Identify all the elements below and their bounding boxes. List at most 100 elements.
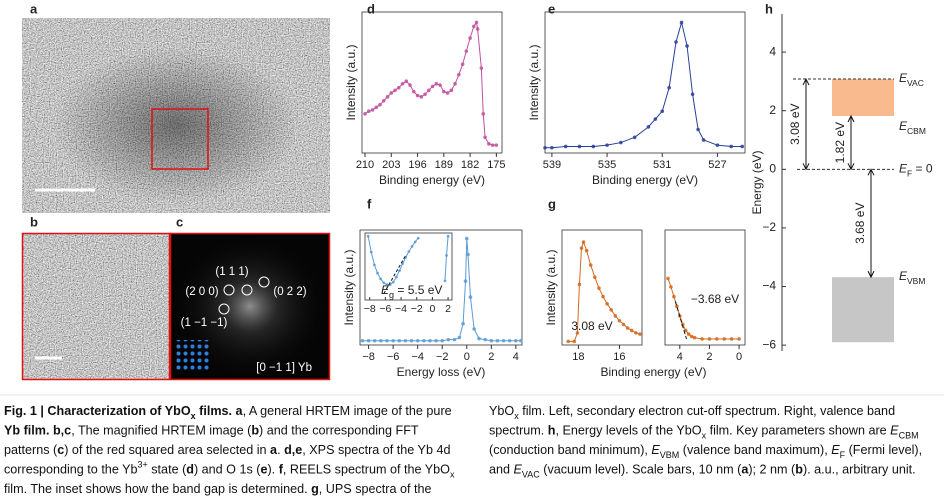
- data-point: [369, 250, 373, 254]
- data-point: [700, 337, 704, 341]
- x-tick-label: 535: [598, 159, 616, 171]
- y-axis-label: Energy (eV): [750, 150, 764, 214]
- data-point: [686, 332, 691, 336]
- data-point: [468, 295, 473, 299]
- caption-run: F: [840, 450, 846, 460]
- data-point: [391, 280, 395, 284]
- band: [832, 79, 894, 116]
- data-point: [601, 294, 605, 299]
- label-sub: g: [389, 290, 394, 300]
- y-axis-label: Intensity (a.u.): [342, 249, 356, 325]
- data-point: [385, 283, 389, 287]
- caption-run: (valence band maximum),: [679, 443, 831, 457]
- data-point: [379, 277, 383, 281]
- gap-label: 1.82 eV: [833, 122, 847, 163]
- panel-a-image: [22, 18, 330, 213]
- x-axis-label: Binding energy (eV): [379, 173, 485, 187]
- x-tick-label: 182: [461, 159, 479, 171]
- y-tick-label: −6: [762, 337, 776, 351]
- caption-run: Fig. 1 | Characterization of YbO: [4, 404, 191, 418]
- data-point: [579, 246, 584, 250]
- data-point: [423, 92, 427, 97]
- plot-frame: [544, 11, 746, 154]
- panel-label: b: [30, 214, 38, 229]
- data-point: [366, 109, 371, 114]
- annotation: 3.08 eV: [571, 319, 612, 333]
- inset-x-tick-label: 2: [445, 303, 451, 315]
- data-point: [507, 338, 512, 343]
- data-point: [715, 337, 719, 341]
- inset-x-tick-label: −2: [411, 303, 423, 315]
- data-point: [445, 253, 448, 257]
- data-point: [463, 279, 468, 283]
- caption-run: and: [489, 463, 514, 477]
- x-tick-label: 196: [408, 159, 426, 171]
- level-label: EVAC: [899, 71, 924, 88]
- plot-frame: [664, 229, 746, 346]
- data-point: [397, 338, 402, 343]
- label-rest: = 5.5 eV: [394, 283, 442, 297]
- caption-run: (conduction band minimum),: [489, 443, 651, 457]
- level-label: EVBM: [899, 269, 925, 286]
- data-point: [385, 95, 390, 99]
- panel-b-image: [21, 232, 171, 381]
- caption-run: , UPS spectra of the: [319, 482, 432, 496]
- fft-label: (1 −1 −1): [181, 317, 228, 329]
- label-main: E: [899, 161, 908, 175]
- data-point: [466, 252, 470, 257]
- data-point: [707, 337, 712, 341]
- caption-run: f: [279, 463, 284, 477]
- y-axis-label: Intensity (a.u.): [544, 249, 558, 325]
- data-point: [461, 321, 465, 326]
- caption-run: spectrum.: [489, 424, 548, 438]
- data-point: [518, 338, 523, 343]
- data-point: [629, 328, 634, 333]
- data-point: [679, 20, 684, 25]
- data-point: [428, 338, 432, 343]
- data-point: [638, 332, 642, 336]
- data-point: [666, 276, 670, 281]
- data-point: [460, 62, 465, 67]
- label-main: E: [899, 269, 908, 283]
- panel-label: e: [548, 1, 555, 16]
- caption-run: (Fermi level),: [845, 443, 922, 457]
- data-point: [415, 93, 420, 98]
- data-point: [382, 281, 386, 285]
- data-point: [715, 143, 720, 147]
- label-suffix: = 0: [912, 161, 933, 175]
- data-point: [440, 338, 445, 343]
- x-tick-label: 4: [513, 351, 519, 363]
- gap-label: 3.68 eV: [853, 203, 867, 244]
- caption-run: e: [260, 463, 267, 477]
- caption-run: , A general HRTEM image of the pure: [243, 404, 452, 418]
- caption-line: YbOx film. Left, secondary electron cut-…: [489, 404, 895, 421]
- label-sub: CBM: [907, 126, 926, 136]
- data-point: [543, 145, 547, 150]
- caption-run: b: [251, 424, 259, 438]
- x-tick-label: 175: [487, 159, 505, 171]
- data-point: [621, 322, 626, 327]
- data-point: [575, 331, 580, 335]
- data-point: [457, 335, 462, 340]
- data-point: [446, 337, 451, 342]
- caption-run: (vacuum level). Scale bars, 10 nm (: [540, 463, 742, 477]
- panel-label: h: [765, 1, 773, 16]
- data-point: [434, 82, 439, 86]
- data-point: [446, 234, 450, 238]
- data-point: [609, 308, 614, 312]
- caption-run: x: [702, 431, 707, 441]
- data-point: [419, 95, 424, 99]
- data-point: [415, 338, 420, 343]
- caption-run: , The magnified HRTEM image (: [71, 424, 252, 438]
- level-label: ECBM: [899, 119, 926, 136]
- curve: [364, 21, 497, 146]
- caption-run: VAC: [522, 470, 540, 480]
- data-point: [370, 108, 375, 112]
- caption-run: VBM: [660, 450, 680, 460]
- y-axis-label: Intensity (a.u.): [344, 44, 358, 120]
- caption-line: (conduction band minimum), EVBM (valence…: [489, 443, 922, 460]
- data-point: [385, 338, 389, 343]
